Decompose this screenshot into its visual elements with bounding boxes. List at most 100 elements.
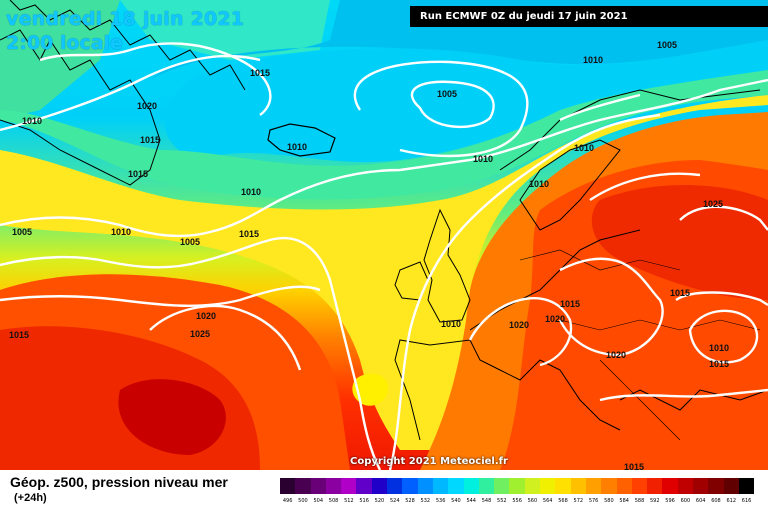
scale-tick-label: 540 bbox=[451, 498, 461, 504]
scale-swatch bbox=[402, 478, 418, 494]
scale-swatch bbox=[310, 478, 326, 494]
legend-subtitle: (+24h) bbox=[14, 492, 47, 504]
scale-tick-label: 516 bbox=[359, 498, 369, 504]
scale-tick-label: 532 bbox=[420, 498, 431, 504]
isobar-label: 1020 bbox=[545, 314, 565, 324]
z500-band-green bbox=[0, 70, 768, 200]
scale-swatch bbox=[463, 478, 479, 494]
scale-swatch bbox=[677, 478, 694, 494]
isobar-label: 1010 bbox=[574, 143, 594, 153]
scale-swatch bbox=[647, 478, 663, 494]
scale-tick-label: 592 bbox=[650, 498, 660, 504]
z500-band-lightblue bbox=[164, 40, 768, 163]
scale-swatch bbox=[601, 478, 617, 494]
z500-band-cyan-north bbox=[120, 0, 330, 60]
scale-swatch bbox=[295, 478, 311, 494]
isobar-label: 1010 bbox=[241, 187, 261, 197]
scale-tick-label: 508 bbox=[328, 498, 339, 504]
scale-tick-label: 512 bbox=[344, 498, 354, 504]
scale-tick-label: 564 bbox=[542, 498, 553, 504]
model-run-banner: Run ECMWF 0Z du jeudi 17 juin 2021 bbox=[410, 6, 768, 27]
scale-swatch bbox=[417, 478, 433, 494]
z500-core-central-europe bbox=[591, 185, 768, 300]
scale-swatch bbox=[662, 478, 678, 494]
isobar-label: 1015 bbox=[624, 462, 644, 470]
scale-tick-label: 496 bbox=[282, 498, 293, 504]
color-scale-labels: 496 500 504 508 512 516 520 524 528 532 536 540 544 5… bbox=[280, 498, 754, 504]
scale-swatch bbox=[708, 478, 724, 494]
scale-tick-label: 612 bbox=[726, 498, 737, 504]
scale-tick-label: 580 bbox=[604, 498, 614, 504]
scale-tick-label: 560 bbox=[527, 498, 538, 504]
isobar-label: 1015 bbox=[560, 299, 580, 309]
scale-tick-label: 536 bbox=[435, 498, 446, 504]
scale-swatch bbox=[387, 478, 403, 494]
isobar-label: 1015 bbox=[709, 359, 729, 369]
scale-swatch bbox=[478, 478, 495, 494]
isobar-label: 1020 bbox=[196, 311, 216, 321]
scale-swatch bbox=[631, 478, 648, 494]
forecast-date: vendredi 18 juin 2021 bbox=[6, 8, 245, 30]
scale-tick-label: 576 bbox=[588, 498, 599, 504]
greenland-east-coast bbox=[9, 0, 246, 91]
scale-swatch bbox=[341, 478, 357, 494]
isobar-label: 1010 bbox=[583, 55, 603, 65]
black-sea-coast bbox=[619, 389, 768, 411]
scale-tick-label: 568 bbox=[558, 498, 568, 504]
forecast-time: 2:00 locale bbox=[6, 32, 123, 54]
isobar-label: 1010 bbox=[709, 343, 729, 353]
legend-footer: Géop. z500, pression niveau mer (+24h) 4… bbox=[0, 470, 768, 512]
scale-swatch bbox=[693, 478, 709, 494]
scale-tick-label: 504 bbox=[313, 498, 324, 504]
scale-tick-label: 584 bbox=[619, 498, 629, 504]
isobar-label: 1015 bbox=[9, 330, 29, 340]
scale-tick-label: 524 bbox=[389, 498, 400, 504]
scale-tick-label: 608 bbox=[711, 498, 721, 504]
scale-swatch bbox=[494, 478, 510, 494]
scandinavia-coast bbox=[499, 89, 761, 231]
copyright-notice: Copyright 2021 Meteociel.fr bbox=[350, 456, 508, 467]
scale-swatch bbox=[280, 478, 296, 494]
isobar-label: 1010 bbox=[473, 154, 493, 164]
scale-tick-label: 616 bbox=[741, 498, 752, 504]
scale-tick-label: 528 bbox=[405, 498, 415, 504]
isobar-label: 1010 bbox=[441, 319, 461, 329]
isobar-label: 1010 bbox=[529, 179, 549, 189]
scale-tick-label: 520 bbox=[374, 498, 385, 504]
scale-swatch bbox=[509, 478, 525, 494]
scale-tick-label: 544 bbox=[466, 498, 476, 504]
scale-swatch bbox=[616, 478, 632, 494]
isobar-label: 1005 bbox=[12, 227, 32, 237]
isobar-label: 1005 bbox=[180, 237, 200, 247]
legend-title: Géop. z500, pression niveau mer bbox=[10, 474, 228, 490]
isobar-label: 1015 bbox=[670, 288, 690, 298]
isobar-label: 1015 bbox=[250, 68, 270, 78]
scale-swatch bbox=[356, 478, 372, 494]
z500-ridge-atlantic-core bbox=[118, 379, 226, 455]
europe-coast bbox=[394, 229, 641, 441]
scale-swatch bbox=[524, 478, 541, 494]
scale-tick-label: 572 bbox=[573, 498, 584, 504]
isobar-label: 1020 bbox=[509, 320, 529, 330]
scale-swatch bbox=[325, 478, 342, 494]
scale-tick-label: 556 bbox=[512, 498, 522, 504]
isobar-label: 1010 bbox=[287, 142, 307, 152]
scale-tick-label: 548 bbox=[481, 498, 492, 504]
scale-tick-label: 500 bbox=[298, 498, 308, 504]
scale-tick-label: 588 bbox=[634, 498, 645, 504]
iceland bbox=[267, 123, 336, 157]
color-scale bbox=[280, 478, 755, 494]
isobar-label: 1015 bbox=[128, 169, 148, 179]
isobar-label: 1025 bbox=[703, 199, 723, 209]
scale-tick-label: 552 bbox=[497, 498, 507, 504]
scale-swatch bbox=[570, 478, 586, 494]
scale-swatch bbox=[723, 478, 739, 494]
forecast-map: 1005 1010 1010 1010 1010 1010 1010 1010 … bbox=[0, 0, 768, 470]
scale-tick-label: 604 bbox=[695, 498, 706, 504]
scale-tick-label: 600 bbox=[680, 498, 691, 504]
z500-band-yellow bbox=[0, 95, 768, 450]
isobar-labels: 1005 1010 1010 1010 1010 1010 1010 1010 … bbox=[9, 40, 729, 470]
scale-swatch bbox=[555, 478, 571, 494]
z500-spot-iberia bbox=[352, 373, 389, 406]
